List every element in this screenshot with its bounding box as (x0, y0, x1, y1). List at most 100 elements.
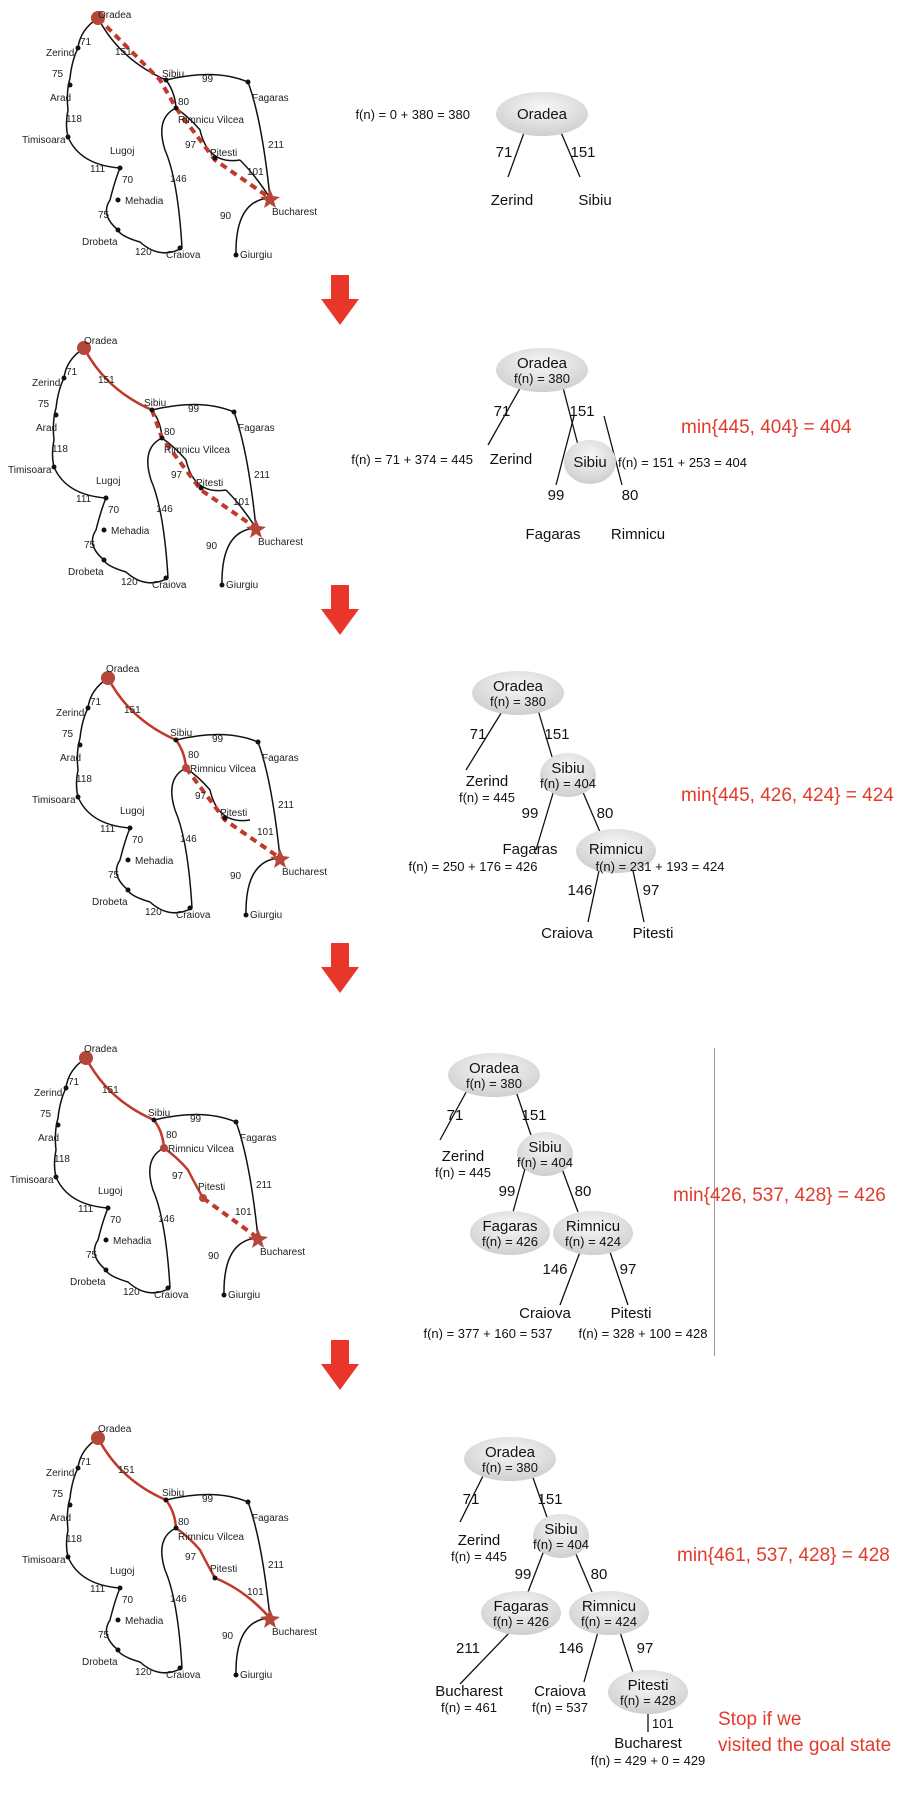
city-pitesti: Pitesti (196, 478, 223, 489)
tree-node-oradea (496, 348, 588, 392)
tree-node-fagaras-label: Fagaras (482, 1218, 537, 1235)
road-fagaras-bucharest: 211 (256, 1180, 272, 1191)
search-tree: Oradea f(n) = 380 71 151 Zerind f(n) = 4… (408, 671, 894, 942)
step-5-panel: Oradea Zerind Arad Timisoara Lugoj Mehad… (0, 1420, 920, 1768)
tree-node-sibiu-label: Sibiu (578, 192, 611, 209)
city-timisoara: Timisoara (32, 795, 76, 806)
tree-node-rimnicu (569, 1591, 649, 1635)
road-oradea-zerind: 71 (68, 1077, 80, 1088)
city-timisoara: Timisoara (10, 1175, 54, 1186)
road-bucharest-giurgiu: 90 (206, 541, 218, 552)
edge-cost-80: 80 (575, 1183, 592, 1200)
road-oradea-zerind: 71 (66, 367, 78, 378)
road-arad-timisoara: 118 (66, 114, 82, 125)
f-value-oradea: f(n) = 380 (490, 694, 546, 709)
edge-cost-99: 99 (522, 805, 539, 822)
search-tree: Oradea f(n) = 380 71 151 Zerind f(n) = 4… (423, 1053, 886, 1341)
road-oradea-sibiu: 151 (115, 47, 132, 58)
edge-cost-99: 99 (499, 1183, 516, 1200)
tree-node-rimnicu-label: Rimnicu (582, 1598, 636, 1615)
min-annotation: min{461, 537, 428} = 428 (677, 1545, 890, 1566)
city-bucharest: Bucharest (272, 1627, 317, 1638)
tree-node-oradea (472, 671, 564, 715)
road-drobeta-craiova: 120 (145, 907, 162, 918)
f-value-oradea: f(n) = 380 (482, 1460, 538, 1475)
road-drobeta-craiova: 120 (135, 1667, 152, 1678)
city-rimnicu: Rimnicu Vilcea (178, 115, 244, 126)
city-oradea: Oradea (98, 1424, 132, 1435)
romania-map: Oradea Zerind Arad Timisoara Lugoj Mehad… (8, 336, 303, 591)
down-arrow-icon (321, 585, 359, 635)
road-sibiu-rimnicu: 80 (166, 1130, 178, 1141)
city-mehadia: Mehadia (135, 856, 174, 867)
edge-cost-146: 146 (558, 1640, 583, 1657)
step-4-panel: Oradea Zerind Arad Timisoara Lugoj Mehad… (0, 1040, 920, 1341)
city-pitesti: Pitesti (210, 1564, 237, 1575)
road-mehadia-drobeta: 75 (86, 1250, 98, 1261)
city-fagaras: Fagaras (252, 1513, 289, 1524)
edge-cost-151: 151 (521, 1107, 546, 1124)
city-rimnicu: Rimnicu Vilcea (168, 1144, 234, 1155)
tree-node-pitesti (608, 1670, 688, 1714)
city-drobeta: Drobeta (68, 567, 104, 578)
road-rimnicu-pitesti: 97 (171, 470, 183, 481)
edge-cost-211: 211 (456, 1640, 480, 1657)
f-value-zerind: f(n) = 445 (451, 1549, 507, 1564)
road-fagaras-bucharest: 211 (268, 1560, 284, 1571)
road-zerind-arad: 75 (38, 399, 50, 410)
city-arad: Arad (50, 1513, 71, 1524)
city-zerind: Zerind (46, 1468, 74, 1479)
city-lugoj: Lugoj (110, 1566, 134, 1577)
f-value-sibiu: f(n) = 404 (540, 776, 596, 791)
city-lugoj: Lugoj (98, 1186, 122, 1197)
city-mehadia: Mehadia (113, 1236, 152, 1247)
f-value-sibiu: f(n) = 151 + 253 = 404 (618, 455, 747, 470)
city-drobeta: Drobeta (82, 1657, 118, 1668)
tree-node-oradea-label: Oradea (469, 1060, 520, 1077)
search-tree: Oradea f(n) = 380 71 151 Zerind f(n) = 7… (351, 348, 852, 543)
edge-cost-146: 146 (567, 882, 592, 899)
road-oradea-zerind: 71 (80, 37, 92, 48)
f-value-zerind: f(n) = 445 (435, 1165, 491, 1180)
road-drobeta-craiova: 120 (121, 577, 138, 588)
road-sibiu-rimnicu: 80 (178, 1517, 190, 1528)
f-value-oradea: f(n) = 0 + 380 = 380 (355, 107, 470, 122)
road-sibiu-fagaras: 99 (212, 734, 224, 745)
tree-node-oradea-label: Oradea (517, 106, 568, 123)
city-bucharest: Bucharest (282, 867, 327, 878)
tree-node-zerind-label: Zerind (466, 773, 509, 790)
tree-node-rimnicu-label: Rimnicu (611, 526, 665, 543)
city-sibiu: Sibiu (148, 1108, 170, 1119)
road-mehadia-drobeta: 75 (108, 870, 120, 881)
road-lugoj-mehadia: 70 (108, 505, 120, 516)
city-giurgiu: Giurgiu (250, 910, 282, 921)
city-pitesti: Pitesti (198, 1182, 225, 1193)
city-arad: Arad (60, 753, 81, 764)
road-drobeta-craiova: 120 (135, 247, 152, 258)
tree-node-sibiu (540, 753, 596, 797)
road-oradea-sibiu: 151 (124, 705, 141, 716)
tree-node-sibiu (517, 1132, 573, 1176)
road-pitesti-bucharest: 101 (233, 497, 250, 508)
edge-cost-151: 151 (569, 403, 594, 420)
road-lugoj-mehadia: 70 (122, 1595, 134, 1606)
road-mehadia-drobeta: 75 (84, 540, 96, 551)
step-2-panel: Oradea Zerind Arad Timisoara Lugoj Mehad… (0, 330, 920, 630)
f-value-fagaras: f(n) = 426 (482, 1234, 538, 1249)
road-pitesti-bucharest: 101 (235, 1207, 252, 1218)
edge-cost-151: 151 (570, 144, 595, 161)
f-value-rimnicu: f(n) = 424 (565, 1234, 621, 1249)
tree-node-craiova-label: Craiova (519, 1305, 571, 1322)
road-sibiu-fagaras: 99 (202, 74, 214, 85)
city-oradea: Oradea (98, 10, 132, 21)
city-oradea: Oradea (84, 336, 118, 347)
city-sibiu: Sibiu (162, 1488, 184, 1499)
city-craiova: Craiova (166, 250, 201, 261)
f-value-sibiu: f(n) = 404 (533, 1537, 589, 1552)
edge-cost-97: 97 (620, 1261, 637, 1278)
tree-node-oradea (496, 92, 588, 136)
city-zerind: Zerind (34, 1088, 62, 1099)
tree-node-craiova-label: Craiova (541, 925, 593, 942)
city-giurgiu: Giurgiu (240, 1670, 272, 1681)
edge-cost-71: 71 (496, 144, 513, 161)
